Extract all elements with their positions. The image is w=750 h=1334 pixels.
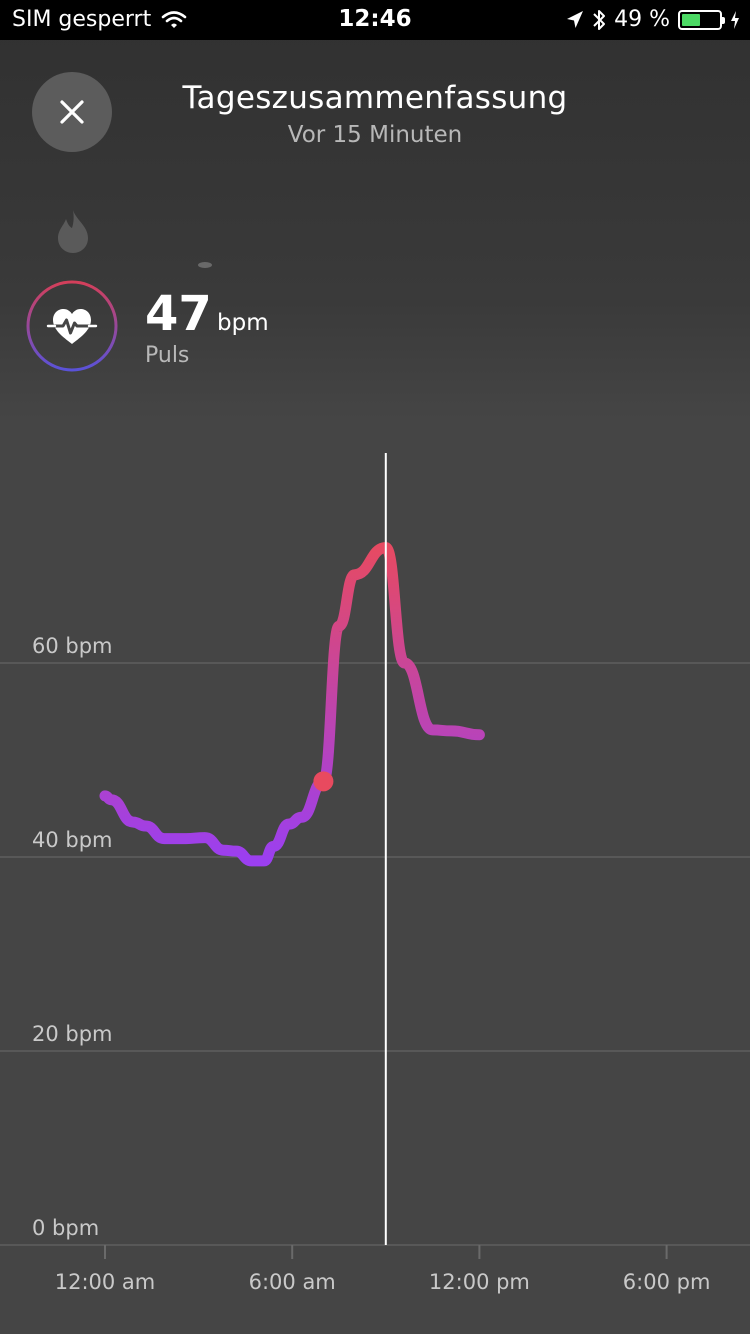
status-left: SIM gesperrt xyxy=(12,7,187,32)
y-tick-label: 20 bpm xyxy=(32,1022,113,1046)
y-tick-label: 40 bpm xyxy=(32,828,113,852)
heart-rate-value: 47 xyxy=(145,286,212,342)
charging-bolt-icon xyxy=(731,10,739,29)
flame-icon xyxy=(58,210,88,253)
heart-rate-label: Puls xyxy=(145,343,190,368)
highlight-point xyxy=(313,771,334,792)
heart-rate-badge xyxy=(26,280,118,372)
cursor-layer xyxy=(313,453,387,1245)
bluetooth-icon xyxy=(593,9,606,30)
battery-fill xyxy=(682,13,700,26)
status-right: 49 % xyxy=(558,7,740,32)
close-button[interactable] xyxy=(32,72,112,152)
y-tick-label: 0 bpm xyxy=(32,1216,99,1240)
heart-pulse-icon xyxy=(46,309,98,344)
status-bar: SIM gesperrt 12:46 49 % xyxy=(0,0,750,40)
x-tick-label: 6:00 pm xyxy=(623,1270,711,1294)
faded-indicator xyxy=(198,262,212,268)
wifi-icon xyxy=(161,10,187,28)
location-arrow-icon xyxy=(567,10,584,28)
battery-percent: 49 % xyxy=(614,7,670,32)
page-subtitle: Vor 15 Minuten xyxy=(287,122,463,148)
heart-rate-unit: bpm xyxy=(217,310,269,336)
series-line xyxy=(99,542,485,867)
y-tick-label: 60 bpm xyxy=(32,634,113,658)
chart-grid: 0 bpm 20 bpm 40 bpm 60 bpm xyxy=(0,634,750,1246)
status-time: 12:46 xyxy=(338,6,412,32)
x-tick-label: 6:00 am xyxy=(249,1270,336,1294)
x-tick-label: 12:00 am xyxy=(55,1270,156,1294)
carrier-label: SIM gesperrt xyxy=(12,7,152,32)
series-layer xyxy=(99,542,485,867)
page-title: Tageszusammenfassung xyxy=(182,80,568,116)
x-tick-label: 12:00 pm xyxy=(429,1270,530,1294)
x-axis: 12:00 am 6:00 am 12:00 pm 6:00 pm xyxy=(55,1245,711,1294)
battery-icon xyxy=(678,9,725,30)
close-icon xyxy=(60,100,84,124)
